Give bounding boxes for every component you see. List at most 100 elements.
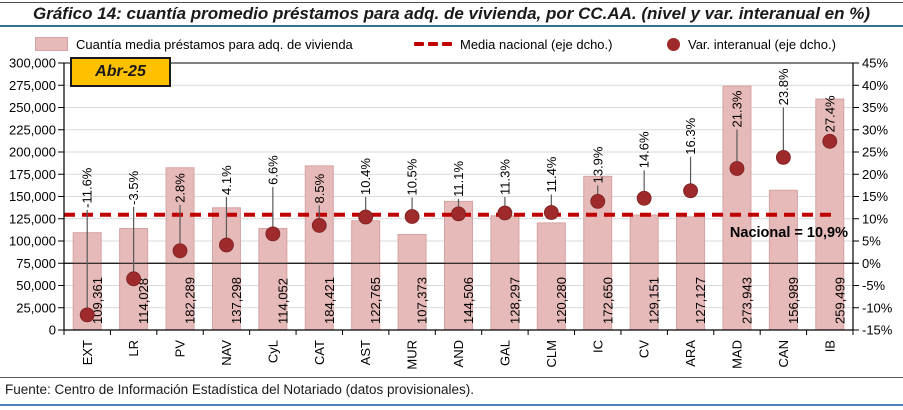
variation-dot xyxy=(126,271,142,287)
variation-dot xyxy=(636,190,652,206)
right-axis-label: 20% xyxy=(862,167,888,182)
category-label: CV xyxy=(637,340,652,358)
bar-swatch-icon xyxy=(35,37,68,51)
value-label: 128,297 xyxy=(507,277,522,324)
variation-dot xyxy=(358,209,374,225)
value-label: 182,289 xyxy=(183,277,198,324)
category-label: IB xyxy=(822,340,837,352)
right-axis-label: 35% xyxy=(862,100,888,115)
variation-label: 10.4% xyxy=(358,158,373,195)
value-label: 273,943 xyxy=(740,277,755,324)
value-label: 114,028 xyxy=(136,278,151,324)
value-label: 137,298 xyxy=(229,277,244,324)
legend-national-label: Media nacional (eje dcho.) xyxy=(460,36,613,52)
right-axis-label: -5% xyxy=(862,278,886,293)
value-label: 156,989 xyxy=(786,277,801,324)
variation-dot xyxy=(265,226,281,242)
bar xyxy=(397,233,427,331)
left-axis-label: 275,000 xyxy=(9,78,56,93)
category-label: CAT xyxy=(312,340,327,365)
category-label: MUR xyxy=(405,340,420,370)
title-divider xyxy=(0,25,903,27)
legend-item-variation: Var. interanual (eje dcho.) xyxy=(667,34,836,54)
value-label: 122,765 xyxy=(368,277,383,324)
category-label: AND xyxy=(451,340,466,367)
bar xyxy=(258,227,288,331)
right-axis-label: 0% xyxy=(862,256,881,271)
left-axis-label: 125,000 xyxy=(9,211,56,226)
variation-label: 11.4% xyxy=(544,156,559,192)
category-label: IC xyxy=(590,340,605,353)
left-axis-label: 0 xyxy=(49,323,56,338)
variation-label: 2.8% xyxy=(173,173,188,203)
variation-label: 16.3% xyxy=(683,117,698,154)
category-label: AST xyxy=(358,340,373,365)
legend-item-national-mean: Media nacional (eje dcho.) xyxy=(414,34,612,54)
left-axis-label: 225,000 xyxy=(9,122,56,137)
right-axis-label: 10% xyxy=(862,211,888,226)
left-axis-label: 150,000 xyxy=(9,189,56,204)
left-axis-label: 100,000 xyxy=(9,234,56,249)
legend-item-bars: Cuantía media préstamos para adq. de viv… xyxy=(35,34,353,54)
category-label: CLM xyxy=(544,340,559,367)
category-label: CAN xyxy=(776,340,791,367)
right-axis-label: 25% xyxy=(862,145,888,160)
right-axis-label: -15% xyxy=(862,323,893,338)
variation-dot xyxy=(79,307,95,323)
variation-label: 11.3% xyxy=(497,159,512,195)
variation-label: 10.5% xyxy=(405,158,420,195)
legend-bars-label: Cuantía media préstamos para adq. de viv… xyxy=(76,36,353,52)
variation-label: -3.5% xyxy=(126,170,141,204)
chart-title: Gráfico 14: cuantía promedio préstamos p… xyxy=(33,4,871,23)
value-label: 144,506 xyxy=(461,277,476,324)
category-label: PV xyxy=(173,340,188,358)
variation-label: 21.3% xyxy=(730,90,745,127)
variation-dot xyxy=(683,183,698,199)
right-axis-label: 40% xyxy=(862,78,888,93)
legend: Cuantía media préstamos para adq. de viv… xyxy=(0,34,903,54)
category-label: NAV xyxy=(219,340,234,366)
category-label: ARA xyxy=(683,340,698,367)
dot-icon xyxy=(667,37,680,51)
bar xyxy=(629,214,659,331)
left-axis-label: 175,000 xyxy=(9,167,56,182)
bottom-border xyxy=(0,404,903,406)
right-axis-label: 5% xyxy=(862,234,881,249)
source-note: Fuente: Centro de Información Estadístic… xyxy=(5,382,474,397)
bar xyxy=(304,165,334,331)
variation-dot xyxy=(775,149,791,165)
category-label: LR xyxy=(126,340,141,357)
bar xyxy=(722,85,752,331)
variation-dot xyxy=(822,133,838,149)
left-axis-label: 50,000 xyxy=(16,278,56,293)
right-axis-label: -10% xyxy=(862,300,893,315)
legend-variation-label: Var. interanual (eje dcho.) xyxy=(688,36,836,52)
annotation-national: Nacional = 10,9% xyxy=(730,225,848,241)
variation-dot xyxy=(497,205,513,221)
value-label: 184,421 xyxy=(322,277,337,324)
variation-label: -11.6% xyxy=(80,167,95,208)
value-label: 172,650 xyxy=(600,277,615,324)
variation-label: 4.1% xyxy=(219,165,234,195)
left-axis-label: 75,000 xyxy=(16,256,56,271)
footer-divider xyxy=(0,377,903,378)
variation-dot xyxy=(729,161,745,176)
variation-label: 11.1% xyxy=(451,161,466,197)
right-axis-label: 30% xyxy=(862,122,888,137)
period-badge: Abr-25 xyxy=(70,57,171,87)
value-label: 114,052 xyxy=(275,278,290,324)
variation-dot xyxy=(451,206,466,222)
bar xyxy=(351,220,381,331)
dashed-line-icon xyxy=(414,42,456,46)
category-label: CyL xyxy=(265,340,280,363)
value-label: 127,127 xyxy=(693,277,708,324)
variation-label: 6.6% xyxy=(265,155,280,185)
value-label: 107,373 xyxy=(415,277,430,324)
category-label: MAD xyxy=(730,340,745,369)
right-axis-label: 15% xyxy=(862,189,888,204)
bar xyxy=(444,200,473,331)
left-axis-label: 25,000 xyxy=(16,300,56,315)
category-label: GAL xyxy=(497,340,512,366)
